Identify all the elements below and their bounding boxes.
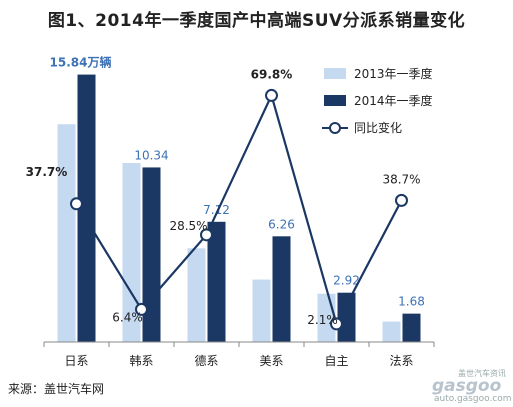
line-point-4 bbox=[330, 317, 343, 331]
bar-2013-1 bbox=[122, 163, 141, 342]
legend-label-2013: 2013年一季度 bbox=[354, 66, 433, 81]
legend-swatch-2014 bbox=[324, 95, 346, 106]
chart-title: 图1、2014年一季度国产中高端SUV分派系销量变化 bbox=[47, 11, 466, 31]
x-tick-label-2: 德系 bbox=[194, 353, 218, 368]
x-tick-label-1: 韩系 bbox=[129, 353, 153, 368]
watermark-logo: 盖世汽车资讯 gasgoo auto.gasgoo.com bbox=[418, 368, 512, 404]
legend-label-yoy: 同比变化 bbox=[354, 120, 402, 135]
source-note: 来源：盖世汽车网 bbox=[8, 382, 105, 396]
bar-2014-label-0: 15.84万辆 bbox=[50, 55, 112, 70]
bar-2014-label-1: 10.34 bbox=[134, 148, 168, 162]
x-tick-label-5: 法系 bbox=[389, 354, 413, 368]
bar-2014-3 bbox=[272, 236, 291, 342]
bar-2014-5 bbox=[402, 313, 421, 342]
line-label-4: 2.1% bbox=[307, 313, 338, 327]
bar-2014-label-2: 7.12 bbox=[203, 203, 230, 217]
bar-2013-0 bbox=[57, 124, 76, 342]
x-tick-label-3: 美系 bbox=[259, 354, 283, 368]
x-tick-label-0: 日系 bbox=[64, 354, 88, 368]
watermark-url: auto.gasgoo.com bbox=[434, 394, 512, 404]
legend-swatch-2013 bbox=[324, 68, 346, 79]
line-point-2 bbox=[200, 228, 213, 242]
bar-2013-2 bbox=[187, 248, 206, 342]
watermark-logo-text: gasgoo bbox=[432, 376, 502, 396]
line-point-3 bbox=[265, 88, 278, 102]
bar-2014-4 bbox=[337, 292, 356, 342]
line-yoy-change bbox=[75, 92, 403, 327]
bar-2014-0 bbox=[77, 74, 96, 342]
line-point-5 bbox=[395, 193, 408, 207]
bar-2014-label-4: 2.92 bbox=[333, 274, 360, 288]
legend-label-2014: 2014年一季度 bbox=[354, 93, 433, 108]
bar-2014-label-3: 6.26 bbox=[268, 217, 295, 231]
bar-2014-label-5: 1.68 bbox=[398, 295, 425, 309]
legend-marker-yoy bbox=[329, 122, 341, 134]
watermark-top-text: 盖世汽车资讯 bbox=[458, 369, 506, 378]
bar-2013-5 bbox=[382, 321, 401, 342]
line-label-0: 37.7% bbox=[26, 165, 68, 179]
line-point-0 bbox=[70, 197, 83, 211]
line-label-1: 6.4% bbox=[112, 310, 143, 324]
x-tick-label-4: 自主 bbox=[324, 354, 348, 368]
line-point-1 bbox=[135, 302, 148, 316]
bar-2014-1 bbox=[142, 167, 161, 342]
bar-2014-2 bbox=[207, 221, 226, 342]
line-label-5: 38.7% bbox=[382, 172, 420, 186]
bar-2013-3 bbox=[252, 279, 271, 342]
line-label-2: 28.5% bbox=[169, 219, 207, 233]
line-label-3: 69.8% bbox=[251, 67, 293, 81]
